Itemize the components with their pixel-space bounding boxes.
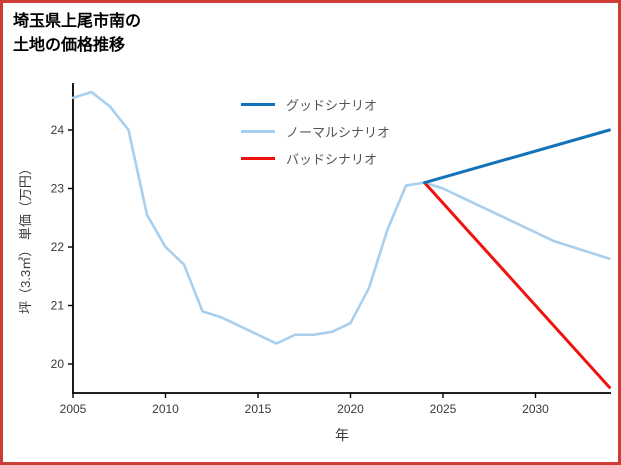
good-scenario-line-swatch [241,103,275,106]
bad-scenario-label: バッドシナリオ [286,152,378,167]
svg-text:20: 20 [51,357,65,371]
svg-text:2025: 2025 [430,402,457,416]
normal-scenario-line-swatch [241,130,275,133]
legend-item-normal-scenario: ノーマルシナリオ [241,118,390,145]
x-axis-label: 年 [335,427,349,443]
normal-scenario-label: ノーマルシナリオ [286,125,391,140]
price-trend-plot: 2005 2010 2015 2020 2025 2030 20 21 22 23 24 [51,83,611,416]
svg-text:2020: 2020 [337,402,364,416]
svg-text:2005: 2005 [60,402,87,416]
good-scenario-label: グッドシナリオ [286,98,378,113]
svg-text:21: 21 [51,299,65,313]
svg-text:24: 24 [51,123,65,137]
y-axis-label: 坪（3.3㎡） 単価（万円） [18,162,33,314]
legend-item-good-scenario: グッドシナリオ [241,91,390,118]
svg-text:23: 23 [51,182,65,196]
chart-title-line2: 土地の価格推移 [13,37,126,54]
legend: グッドシナリオ ノーマルシナリオ バッドシナリオ [241,91,390,172]
svg-text:2010: 2010 [152,402,179,416]
svg-text:2030: 2030 [522,402,549,416]
svg-text:2015: 2015 [245,402,272,416]
legend-item-bad-scenario: バッドシナリオ [241,145,390,172]
chart-title-line1: 埼玉県上尾市南の [13,13,142,30]
chart-title: 埼玉県上尾市南の 土地の価格推移 [13,10,141,58]
svg-text:22: 22 [51,240,65,254]
bad-scenario-line-swatch [241,157,275,160]
